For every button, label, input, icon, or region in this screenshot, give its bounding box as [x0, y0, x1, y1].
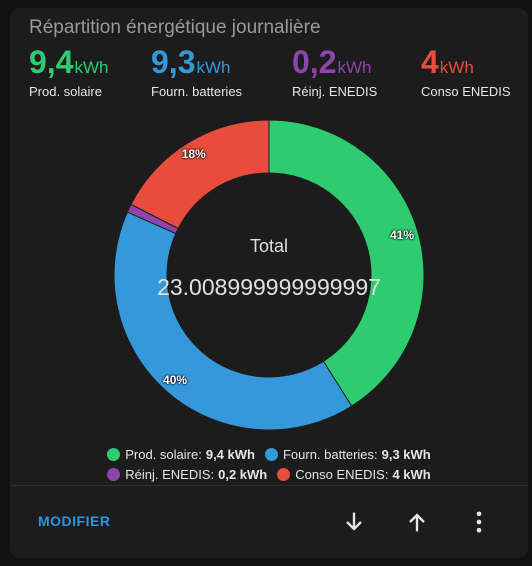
legend-value: 0,2 kWh: [218, 466, 268, 482]
legend-value: 4 kWh: [392, 466, 431, 482]
legend-dot: [107, 467, 121, 481]
donut-slice-fourn-batteries[interactable]: [113, 211, 353, 431]
legend-dot: [107, 447, 121, 461]
card-title: Répartition énergétique journalière: [29, 17, 321, 38]
arrow-up-icon[interactable]: [403, 508, 431, 536]
stat-reinjection: 0,2 kWh Réinj. ENEDIS: [292, 44, 377, 99]
stat-unit: kWh: [196, 58, 231, 77]
donut-chart: Total 23.008999999999997 41% 40% 18%: [105, 111, 433, 439]
legend-row: Prod. solaire: 9,4 kWh Fourn. batteries:…: [10, 444, 528, 464]
slice-percent-label: 18%: [181, 147, 206, 162]
legend-dot: [277, 467, 291, 481]
slice-percent-label: 40%: [163, 373, 188, 388]
donut-center-value: 23.008999999999997: [157, 274, 381, 300]
stat-value: 9,4: [29, 44, 74, 80]
stat-label: Fourn. batteries: [151, 84, 243, 99]
stat-label: Conso ENEDIS: [421, 84, 511, 99]
stat-value: 4: [421, 44, 439, 80]
legend-item-reinjection[interactable]: Réinj. ENEDIS: 0,2 kWh: [107, 467, 267, 482]
stat-unit: kWh: [74, 58, 109, 77]
stat-label: Prod. solaire: [29, 84, 102, 99]
legend-name: Prod. solaire:: [125, 446, 202, 462]
stat-unit: kWh: [439, 58, 474, 77]
stat-batteries: 9,3 kWh Fourn. batteries: [151, 44, 242, 99]
slice-percent-label: 41%: [389, 228, 414, 242]
donut-slice-prod-solaire[interactable]: [268, 119, 425, 407]
stat-value: 0,2: [292, 44, 337, 80]
donut-svg: [113, 119, 425, 431]
legend-item-batteries[interactable]: Fourn. batteries: 9,3 kWh: [264, 446, 431, 462]
legend-dot: [264, 447, 278, 461]
stat-label: Réinj. ENEDIS: [292, 84, 378, 99]
card-divider: [10, 485, 528, 486]
energy-card: Répartition énergétique journalière 9,4 …: [10, 8, 528, 558]
legend-item-solar[interactable]: Prod. solaire: 9,4 kWh: [107, 447, 255, 462]
stat-solar: 9,4 kWh Prod. solaire: [29, 44, 108, 99]
stat-unit: kWh: [337, 58, 372, 77]
chart-legend: Prod. solaire: 9,4 kWh Fourn. batteries:…: [10, 444, 528, 484]
stat-enedis: 4 kWh Conso ENEDIS: [421, 44, 511, 99]
legend-item-enedis[interactable]: Conso ENEDIS: 4 kWh: [277, 467, 431, 482]
legend-value: 9,4 kWh: [205, 446, 255, 462]
more-vertical-icon[interactable]: [465, 508, 493, 536]
legend-value: 9,3 kWh: [381, 446, 431, 462]
arrow-down-icon[interactable]: [340, 508, 368, 536]
modify-button[interactable]: MODIFIER: [38, 513, 111, 529]
legend-name: Réinj. ENEDIS:: [125, 466, 215, 482]
donut-center-title: Total: [249, 236, 289, 256]
legend-row: Réinj. ENEDIS: 0,2 kWh Conso ENEDIS: 4 k…: [10, 464, 528, 484]
stat-value: 9,3: [151, 44, 196, 80]
legend-name: Conso ENEDIS:: [295, 466, 389, 482]
donut-slice-conso-enedis[interactable]: [130, 119, 270, 230]
legend-name: Fourn. batteries:: [282, 446, 378, 462]
